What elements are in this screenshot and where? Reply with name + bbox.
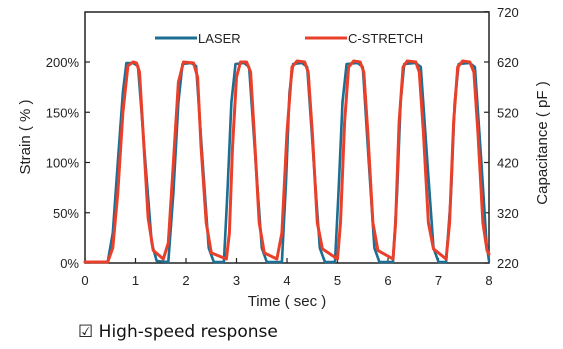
chart: 0 1 2 3 4 5 6 7 8 0% 50% 100% 150% 200% 220 320 420 520… xyxy=(17,5,551,310)
y-tick-label: 150% xyxy=(46,105,80,120)
legend-label: C-STRETCH xyxy=(348,31,423,46)
checkbox-icon: ☑ xyxy=(78,322,94,342)
y-axis-left-title: Strain ( % ) xyxy=(17,99,34,174)
x-tick-label: 0 xyxy=(81,273,88,288)
y-axis-right: 220 320 420 520 620 720 xyxy=(484,5,519,271)
x-tick-label: 2 xyxy=(182,273,189,288)
y2-tick-label: 720 xyxy=(497,5,519,20)
y-axis-left: 0% 50% 100% 150% 200% xyxy=(46,55,90,271)
series-line-c-stretch xyxy=(83,59,491,264)
x-tick-label: 3 xyxy=(233,273,240,288)
x-tick-label: 8 xyxy=(485,273,492,288)
y-tick-label: 100% xyxy=(46,156,80,171)
caption: ☑ High-speed response xyxy=(78,322,278,342)
y2-tick-label: 620 xyxy=(497,55,519,70)
y-tick-label: 200% xyxy=(46,55,80,70)
y-axis-right-title: Capacitance ( pF ) xyxy=(534,81,551,204)
x-tick-label: 5 xyxy=(334,273,341,288)
legend: LASER C-STRETCH xyxy=(155,31,423,46)
y2-tick-label: 420 xyxy=(497,156,519,171)
y2-tick-label: 520 xyxy=(497,105,519,120)
y-tick-label: 0% xyxy=(60,256,79,271)
x-tick-label: 4 xyxy=(283,273,290,288)
legend-label: LASER xyxy=(198,31,241,46)
caption-text: High-speed response xyxy=(98,322,278,342)
y2-tick-label: 320 xyxy=(497,206,519,221)
y-tick-label: 50% xyxy=(53,206,79,221)
y2-tick-label: 220 xyxy=(497,256,519,271)
x-axis-title: Time ( sec ) xyxy=(248,293,327,310)
x-tick-label: 7 xyxy=(435,273,442,288)
x-tick-label: 1 xyxy=(132,273,139,288)
series-layer xyxy=(83,59,491,264)
x-tick-label: 6 xyxy=(384,273,391,288)
